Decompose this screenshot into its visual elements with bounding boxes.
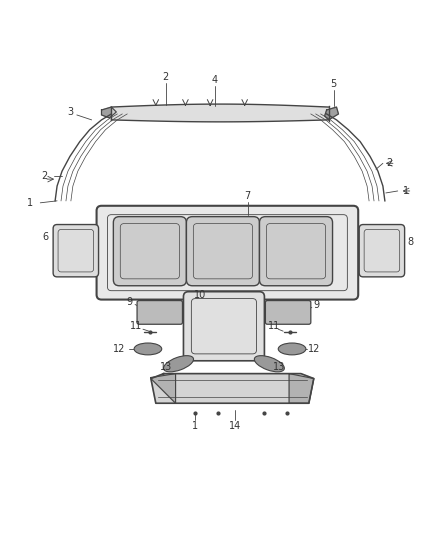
Polygon shape	[102, 107, 117, 118]
Polygon shape	[111, 104, 328, 122]
Text: 11: 11	[268, 321, 280, 331]
FancyBboxPatch shape	[113, 216, 187, 286]
FancyBboxPatch shape	[184, 292, 265, 361]
Text: 2: 2	[41, 171, 47, 181]
Text: 2: 2	[162, 72, 169, 83]
Ellipse shape	[254, 356, 284, 372]
Text: 1: 1	[192, 421, 198, 431]
Polygon shape	[325, 107, 339, 120]
Ellipse shape	[278, 343, 306, 355]
FancyBboxPatch shape	[137, 301, 183, 324]
Polygon shape	[289, 374, 314, 403]
Ellipse shape	[134, 343, 162, 355]
Polygon shape	[151, 374, 176, 403]
Text: 1: 1	[403, 186, 409, 196]
Polygon shape	[151, 374, 314, 403]
Text: 13: 13	[273, 362, 285, 372]
FancyBboxPatch shape	[96, 206, 358, 300]
Text: 4: 4	[212, 75, 218, 85]
FancyBboxPatch shape	[187, 216, 259, 286]
Ellipse shape	[163, 356, 194, 372]
Text: 13: 13	[159, 362, 172, 372]
Text: 9: 9	[314, 300, 320, 310]
FancyBboxPatch shape	[53, 224, 99, 277]
Text: 8: 8	[407, 237, 413, 247]
Text: 9: 9	[126, 296, 132, 306]
Text: 14: 14	[229, 421, 241, 431]
Text: 12: 12	[307, 344, 320, 354]
FancyBboxPatch shape	[359, 224, 405, 277]
Text: 5: 5	[330, 79, 337, 90]
Text: 1: 1	[27, 198, 33, 208]
Text: 12: 12	[113, 344, 125, 354]
Text: 2: 2	[387, 158, 393, 168]
FancyBboxPatch shape	[259, 216, 332, 286]
Text: 6: 6	[42, 232, 48, 243]
Text: 10: 10	[194, 289, 206, 300]
Text: 11: 11	[130, 321, 142, 331]
Text: 3: 3	[67, 107, 73, 117]
FancyBboxPatch shape	[265, 301, 311, 324]
Text: 7: 7	[244, 191, 251, 201]
